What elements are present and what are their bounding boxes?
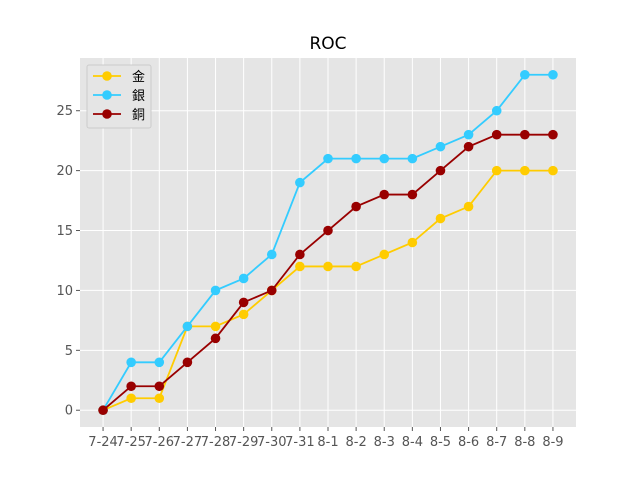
data-point bbox=[520, 69, 530, 80]
data-point bbox=[351, 201, 361, 212]
data-point bbox=[435, 141, 446, 152]
y-tick-label: 5 bbox=[65, 344, 73, 359]
legend-marker bbox=[102, 71, 112, 81]
x-tick-label: 8-1 bbox=[317, 435, 338, 450]
data-point bbox=[491, 165, 502, 176]
data-point bbox=[323, 225, 333, 236]
data-point bbox=[210, 321, 221, 332]
x-tick-label: 7-30 bbox=[257, 435, 287, 450]
legend-label: 銅 bbox=[132, 108, 145, 123]
data-point bbox=[238, 297, 249, 308]
legend-label: 金 bbox=[132, 69, 145, 85]
data-point bbox=[463, 129, 474, 140]
x-tick-label: 7-26 bbox=[145, 435, 175, 450]
legend-label: 銀 bbox=[132, 89, 145, 104]
data-point bbox=[520, 165, 530, 176]
chart-title: ROC bbox=[309, 34, 346, 54]
y-tick-label: 10 bbox=[56, 284, 73, 299]
data-point bbox=[238, 309, 249, 320]
y-tick-label: 0 bbox=[65, 404, 73, 419]
data-point bbox=[323, 261, 333, 272]
data-point bbox=[98, 405, 108, 416]
data-point bbox=[491, 129, 502, 140]
y-tick-label: 20 bbox=[56, 164, 73, 179]
x-tick-label: 7-31 bbox=[285, 435, 315, 450]
data-point bbox=[154, 381, 165, 392]
data-point bbox=[210, 333, 221, 344]
data-point bbox=[351, 261, 361, 272]
legend: 金銀銅 bbox=[86, 64, 152, 129]
data-point bbox=[548, 165, 558, 176]
x-tick-label: 8-2 bbox=[346, 435, 367, 450]
data-point bbox=[463, 201, 474, 212]
data-point bbox=[407, 153, 418, 164]
x-tick-label: 8-4 bbox=[402, 435, 423, 450]
data-point bbox=[266, 285, 277, 296]
x-tick-label: 8-8 bbox=[514, 435, 535, 450]
data-point bbox=[182, 357, 193, 368]
data-point bbox=[520, 129, 530, 140]
data-point bbox=[126, 393, 136, 404]
data-point bbox=[295, 177, 305, 188]
data-point bbox=[295, 261, 305, 272]
x-tick-label: 7-24 bbox=[88, 435, 118, 450]
y-tick-label: 25 bbox=[56, 104, 73, 119]
x-tick-label: 7-29 bbox=[229, 435, 259, 450]
data-point bbox=[154, 357, 165, 368]
data-point bbox=[126, 381, 136, 392]
data-point bbox=[548, 129, 558, 140]
x-tick-label: 8-6 bbox=[458, 435, 479, 450]
data-point bbox=[238, 273, 249, 284]
series-2 bbox=[98, 129, 558, 416]
legend-marker bbox=[102, 109, 112, 119]
data-point bbox=[435, 165, 446, 176]
data-point bbox=[154, 393, 165, 404]
x-tick-label: 8-3 bbox=[374, 435, 395, 450]
data-point bbox=[491, 105, 502, 116]
data-point bbox=[407, 237, 418, 248]
data-point bbox=[323, 153, 333, 164]
data-point bbox=[126, 357, 136, 368]
x-tick-label: 8-5 bbox=[430, 435, 451, 450]
x-tick-label: 7-27 bbox=[173, 435, 203, 450]
data-point bbox=[182, 321, 193, 332]
data-point bbox=[548, 69, 558, 80]
axis-ticks: 0 5 10 15 20 25 7-247-257-267-277-287-297-307-… bbox=[56, 104, 563, 450]
data-point bbox=[379, 249, 390, 260]
data-point bbox=[379, 153, 390, 164]
series-lines bbox=[98, 69, 558, 416]
data-point bbox=[210, 285, 221, 296]
data-point bbox=[351, 153, 361, 164]
data-point bbox=[407, 189, 418, 200]
legend-marker bbox=[102, 90, 112, 100]
data-point bbox=[463, 141, 474, 152]
data-point bbox=[266, 249, 277, 260]
data-point bbox=[295, 249, 305, 260]
x-tick-label: 7-25 bbox=[116, 435, 146, 450]
y-tick-label: 15 bbox=[56, 224, 73, 239]
x-tick-label: 8-7 bbox=[486, 435, 507, 450]
data-point bbox=[435, 213, 446, 224]
grid bbox=[80, 58, 576, 427]
data-point bbox=[379, 189, 390, 200]
series-1 bbox=[98, 69, 558, 416]
x-tick-label: 7-28 bbox=[201, 435, 231, 450]
x-tick-label: 8-9 bbox=[542, 435, 563, 450]
